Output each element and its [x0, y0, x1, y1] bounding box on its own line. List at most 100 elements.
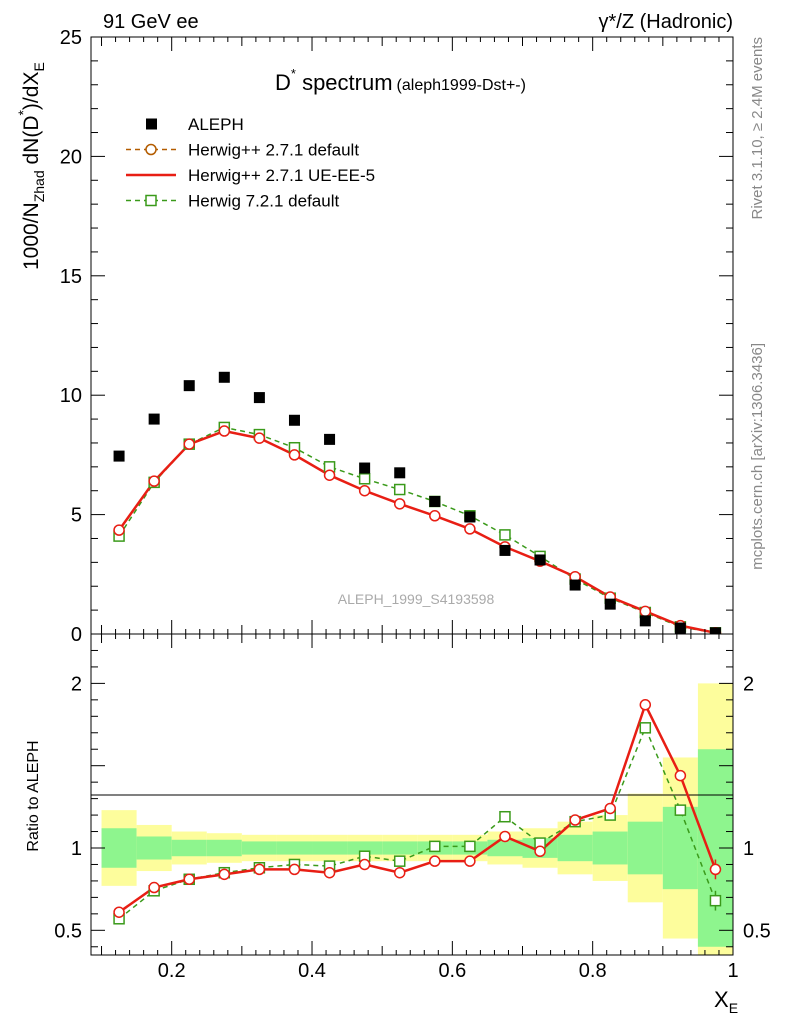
main-ytick-label: 5	[71, 505, 82, 527]
aleph-data-point	[148, 413, 160, 425]
ratio-band-inner	[312, 841, 348, 855]
legend-marker-herwig7	[145, 194, 157, 207]
ratio-herwigpp-point	[709, 863, 722, 876]
aleph-data-point	[604, 598, 616, 610]
xtick-label: 0.8	[579, 960, 607, 982]
ratio-band-inner	[136, 836, 172, 860]
herwigpp-default-point	[253, 432, 266, 444]
ratio-herwigpp-point	[183, 873, 195, 886]
mcplots-label: mcplots.cern.ch [arXiv:1306.3436]	[749, 343, 766, 570]
main-ytick-label: 0	[71, 624, 82, 646]
ratio-band-inner	[592, 831, 628, 865]
ratio-herwigpp-point	[464, 855, 476, 867]
ylabel-sub-a: Zhad	[31, 170, 47, 202]
herwigpp-default-point	[429, 510, 441, 522]
ratio-ytick-label: 2	[71, 673, 82, 695]
ratio-ytick-label-right: 2	[743, 673, 754, 695]
ratio-herwigpp-point	[674, 769, 687, 782]
ratio-plot-frame	[90, 633, 734, 956]
ratio-band-inner	[276, 841, 313, 855]
ratio-herwigpp-point	[429, 855, 441, 867]
ratio-herwig7-point	[499, 810, 511, 823]
aleph-data-point	[288, 414, 300, 426]
ylabel-sub-c: E	[31, 62, 47, 71]
herwigpp-default-point	[288, 449, 301, 461]
plot-title-sup: *	[291, 66, 296, 81]
rivet-label: Rivet 3.1.10, ≥ 2.4M events	[749, 37, 766, 220]
herwigpp-default-point	[639, 605, 652, 618]
ylabel-sup-b: *	[15, 110, 31, 116]
ylabel-part-b: dN(D	[20, 116, 43, 171]
ratio-ytick-label: 1	[71, 838, 82, 860]
ratio-herwigpp-point	[499, 830, 511, 843]
ratio-herwigpp-point	[148, 881, 160, 894]
xtick-label: 1	[727, 960, 738, 982]
ratio-band-inner	[662, 806, 698, 890]
main-ytick-label: 20	[60, 146, 82, 168]
main-ytick-label: 25	[60, 27, 82, 49]
main-ytick-label: 10	[60, 385, 82, 407]
legend-label-data: ALEPH	[188, 115, 244, 134]
ratio-herwigpp-point	[639, 699, 652, 711]
herwigpp-default-point	[148, 475, 160, 487]
herwigpp-default-point	[358, 484, 371, 497]
xlabel-sub: E	[729, 1000, 738, 1016]
ratio-band-inner	[382, 841, 418, 855]
ratio-band-inner	[347, 841, 383, 855]
aleph-data-point	[709, 627, 721, 634]
aleph-data-point	[569, 579, 581, 591]
ratio-band-inner	[206, 839, 242, 857]
analysis-watermark: ALEPH_1999_S4193598	[338, 591, 495, 607]
ratio-herwigpp-point	[253, 863, 266, 876]
ratio-herwig7-point	[429, 840, 441, 853]
aleph-data-point	[218, 371, 230, 383]
herwig7-point	[358, 473, 371, 485]
plot-subtitle: (aleph1999-Dst+-)	[397, 77, 526, 94]
aleph-data-point	[324, 433, 336, 445]
ratio-band-inner	[557, 834, 593, 862]
legend-marker-data	[146, 118, 157, 130]
ratio-ytick-label-right: 1	[743, 838, 754, 860]
aleph-data-point	[429, 495, 441, 507]
herwig7-point	[393, 483, 406, 496]
aleph-data-point	[499, 544, 511, 556]
aleph-data-point	[639, 615, 651, 627]
ratio-herwigpp-point	[534, 845, 546, 858]
herwigpp-default-point	[113, 524, 125, 536]
ratio-band-inner	[171, 839, 207, 857]
legend-label-herwigpp_default: Herwig++ 2.7.1 default	[188, 141, 359, 160]
ratio-herwigpp-point	[358, 858, 371, 871]
herwigpp-ueee5-line	[118, 429, 716, 634]
plot-title-rest: spectrum	[296, 70, 393, 95]
ratio-ylabel: Ratio to ALEPH	[25, 740, 42, 851]
ylabel-part-a: 1000/N	[20, 202, 43, 270]
aleph-data-point	[674, 622, 686, 634]
ratio-herwigpp-point	[113, 906, 125, 918]
legend-label-herwigpp_ueee5: Herwig++ 2.7.1 UE-EE-5	[188, 166, 375, 185]
ratio-band-inner	[101, 828, 137, 868]
herwigpp-default-point	[183, 438, 195, 450]
aleph-data-point	[534, 554, 546, 566]
aleph-data-point	[113, 450, 125, 462]
ratio-ytick-label: 0.5	[54, 920, 82, 942]
aleph-data-point	[183, 380, 195, 392]
legend-label-herwig7: Herwig 7.2.1 default	[188, 192, 339, 211]
header-left: 91 GeV ee	[103, 11, 199, 33]
xtick-label: 0.4	[298, 960, 326, 982]
ratio-herwigpp-point	[393, 866, 406, 879]
xlabel-part-a: X	[714, 987, 729, 1012]
herwigpp-default-point	[218, 425, 231, 437]
ratio-herwig7-point	[674, 804, 687, 816]
header-right: γ*/Z (Hadronic)	[599, 11, 733, 33]
ratio-uncertainty-bands	[101, 683, 733, 955]
herwigpp-default-point	[323, 469, 336, 481]
ratio-herwig7-point	[393, 855, 406, 867]
aleph-data-point	[253, 392, 265, 404]
ratio-herwigpp-point	[604, 802, 616, 815]
ratio-herwig7-point	[639, 722, 652, 734]
legend: ALEPH Herwig++ 2.7.1 default Herwig++ 2.7.…	[126, 115, 375, 211]
xtick-label: 0.2	[158, 960, 186, 982]
herwigpp-default-point	[464, 523, 476, 535]
herwig7-point	[499, 529, 511, 541]
